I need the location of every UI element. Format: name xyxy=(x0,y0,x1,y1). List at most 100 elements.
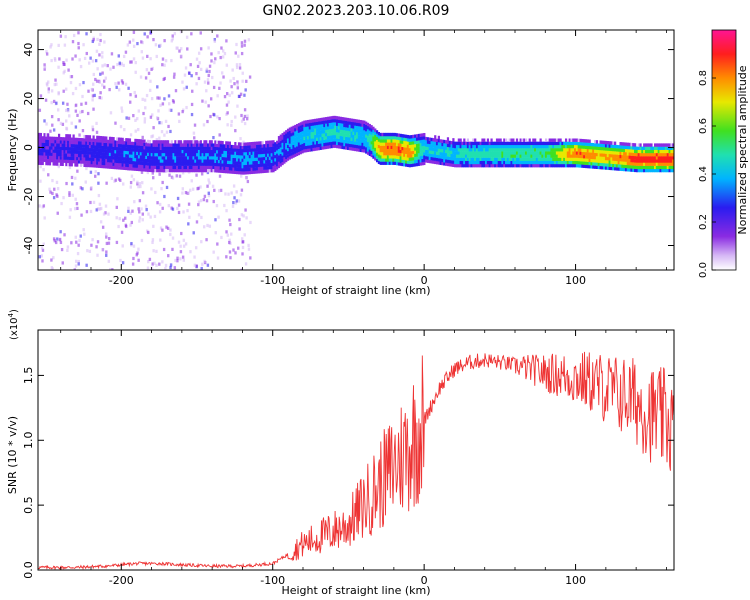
ridge-cell xyxy=(641,146,644,150)
ridge-cell xyxy=(361,136,364,140)
ridge-cell xyxy=(261,144,264,148)
ridge-cell xyxy=(495,157,499,161)
noise-cell xyxy=(59,34,63,38)
ridge-cell xyxy=(236,164,239,168)
ridge-cell xyxy=(628,158,631,163)
ridge-cell xyxy=(296,139,299,144)
ridge-cell xyxy=(664,156,668,160)
ridge-cell xyxy=(203,162,206,166)
ridge-cell xyxy=(196,156,199,160)
ridge-cell xyxy=(219,159,222,164)
ridge-cell xyxy=(468,148,471,152)
ridge-cell xyxy=(348,137,351,141)
noise-cell xyxy=(240,268,244,270)
noise-cell xyxy=(214,57,217,61)
ridge-cell xyxy=(177,168,181,173)
ridge-cell xyxy=(290,139,293,143)
ridge-cell xyxy=(248,142,251,146)
ridge-cell xyxy=(454,154,457,158)
noise-cell xyxy=(230,123,233,127)
ridge-cell xyxy=(296,143,299,147)
noise-cell xyxy=(156,201,159,205)
ridge-cell xyxy=(583,155,586,159)
ridge-cell xyxy=(430,144,433,148)
ridge-cell xyxy=(292,141,295,146)
ridge-cell xyxy=(339,129,342,133)
noise-cell xyxy=(109,67,112,71)
ridge-cell xyxy=(664,162,668,166)
ridge-cell xyxy=(405,160,408,164)
ridge-cell xyxy=(116,137,119,141)
ridge-cell xyxy=(57,156,61,160)
ridge-cell xyxy=(365,147,368,151)
noise-cell xyxy=(71,182,74,186)
ridge-cell xyxy=(110,140,113,144)
ridge-cell xyxy=(377,147,381,152)
ridge-cell xyxy=(110,162,113,166)
ridge-cell xyxy=(526,157,530,161)
ridge-cell xyxy=(167,146,170,150)
ridge-cell xyxy=(554,163,557,168)
ridge-cell xyxy=(85,160,88,164)
ridge-cell xyxy=(663,149,666,154)
ridge-cell xyxy=(139,139,142,143)
ridge-cell xyxy=(575,151,579,155)
ridge-cell xyxy=(381,132,384,137)
ridge-cell xyxy=(592,143,595,147)
ridge-cell xyxy=(490,138,493,142)
ridge-cell xyxy=(188,156,192,160)
ridge-cell xyxy=(234,170,237,175)
ridge-cell xyxy=(548,144,551,149)
ridge-cell xyxy=(608,141,611,145)
ridge-cell xyxy=(56,159,59,163)
ridge-cell xyxy=(621,158,624,162)
ridge-cell xyxy=(439,155,442,159)
ridge-cell xyxy=(423,148,426,153)
ridge-cell xyxy=(590,152,593,156)
ridge-cell xyxy=(415,153,419,157)
ridge-cell xyxy=(301,137,304,141)
ridge-cell xyxy=(541,141,544,146)
ridge-cell xyxy=(348,121,351,125)
ridge-cell xyxy=(101,136,104,140)
ridge-cell xyxy=(81,157,84,161)
noise-cell xyxy=(43,216,46,220)
ridge-cell xyxy=(79,157,82,161)
ridge-cell xyxy=(381,161,384,165)
noise-cell xyxy=(225,39,228,43)
ridge-cell xyxy=(39,158,43,162)
ridge-cell xyxy=(635,152,639,157)
ridge-cell xyxy=(210,159,213,163)
ridge-cell xyxy=(368,136,371,141)
ridge-cell xyxy=(177,165,181,170)
noise-cell xyxy=(208,224,212,228)
noise-cell xyxy=(190,112,194,117)
ridge-cell xyxy=(530,163,533,168)
ridge-cell xyxy=(128,138,132,142)
ridge-cell xyxy=(163,156,166,160)
ridge-cell xyxy=(156,159,159,163)
ridge-cell xyxy=(548,148,551,152)
noise-cell xyxy=(127,206,130,210)
ridge-cell xyxy=(292,148,295,152)
ridge-cell xyxy=(225,157,228,161)
ridge-cell xyxy=(157,152,161,157)
ridge-cell xyxy=(210,149,213,154)
ridge-cell xyxy=(356,128,359,133)
ridge-cell xyxy=(145,149,148,153)
ridge-cell xyxy=(646,143,649,147)
ridge-cell xyxy=(337,132,341,136)
ridge-cell xyxy=(199,168,202,173)
ridge-cell xyxy=(57,146,61,150)
ridge-cell xyxy=(328,132,331,136)
ridge-cell xyxy=(183,168,186,173)
ridge-cell xyxy=(266,153,270,157)
noise-cell xyxy=(165,225,168,229)
ridge-cell xyxy=(352,144,355,148)
ridge-cell xyxy=(310,144,313,149)
ridge-cell xyxy=(592,155,595,160)
ridge-cell xyxy=(561,144,564,149)
ridge-cell xyxy=(432,154,435,158)
ridge-cell xyxy=(668,168,671,173)
ridge-cell xyxy=(152,140,155,144)
